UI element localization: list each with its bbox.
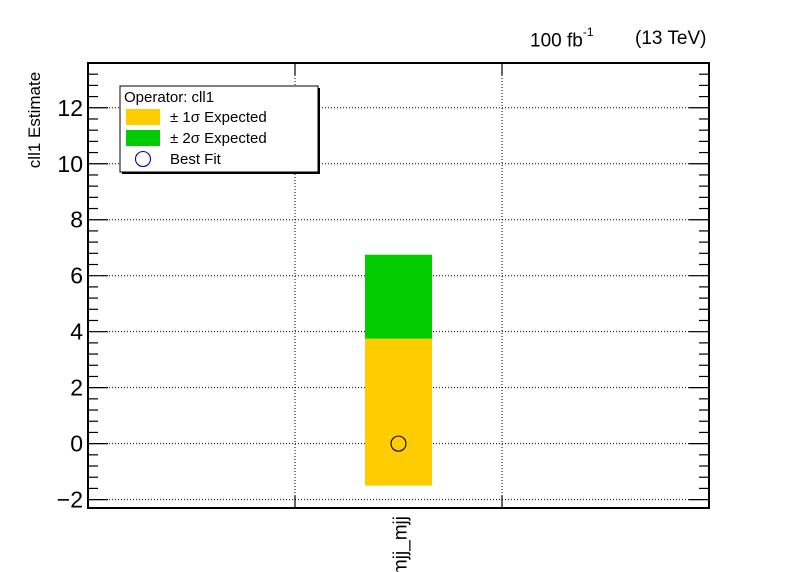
legend-entry-label: Best Fit [170, 151, 222, 168]
bars [365, 254, 432, 486]
y-tick-label: 4 [70, 319, 83, 345]
best-fit-marker [390, 435, 407, 452]
y-tick-label: 2 [70, 375, 83, 401]
luminosity-label: 100 fb-1 [530, 25, 594, 52]
y-axis-label: cll1 Estimate [25, 72, 44, 168]
legend-box [119, 85, 319, 173]
one-sigma-band [365, 338, 432, 486]
energy-label: (13 TeV) [635, 28, 707, 49]
grid [88, 63, 709, 508]
x-tick-labels: mjj_mjj [391, 516, 412, 572]
luminosity-value: 100 fb [530, 30, 583, 52]
y-tick-label: 8 [70, 207, 83, 233]
legend: Operator: cll1 ± 1σ Expected ± 2σ Expected… [119, 85, 320, 174]
y-tick-label: 10 [57, 151, 83, 177]
two-sigma-band [365, 254, 432, 339]
legend-entry-label: ± 2σ Expected [170, 130, 267, 147]
legend-entry-label: ± 1σ Expected [170, 109, 267, 126]
y-tick-label: −2 [57, 487, 83, 513]
luminosity-exponent: -1 [582, 25, 594, 39]
plot-frame [87, 62, 710, 509]
y-tick-label: 6 [70, 263, 83, 289]
plot-border [87, 62, 710, 509]
x-tick-label: mjj_mjj [391, 516, 412, 572]
legend-swatch-best-fit [134, 150, 152, 168]
legend-title: Operator: cll1 [124, 89, 214, 106]
y-tick-label: 12 [57, 95, 83, 121]
legend-swatch-two-sigma [126, 130, 160, 146]
y-tick-label: 0 [70, 431, 83, 457]
y-tick-labels: −2 0 2 4 6 8 10 12 [57, 95, 83, 513]
legend-swatch-one-sigma [126, 109, 160, 125]
axis-ticks [88, 63, 709, 508]
